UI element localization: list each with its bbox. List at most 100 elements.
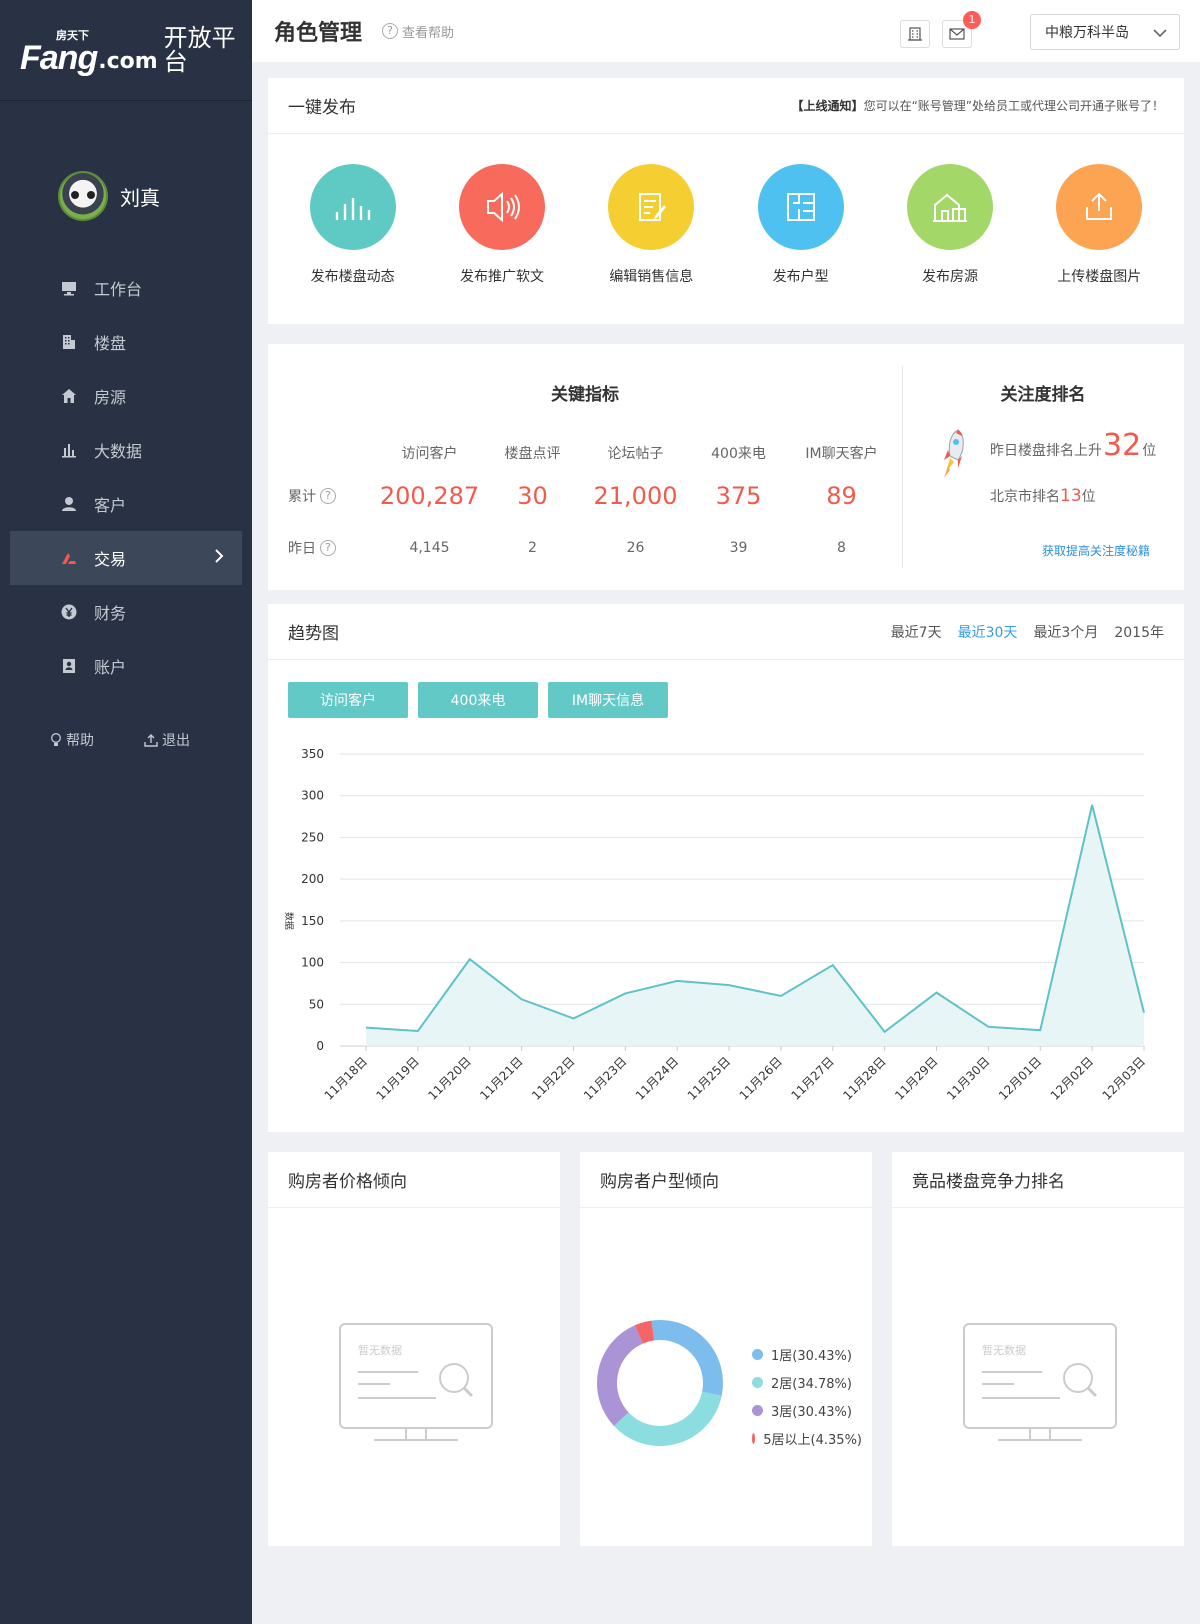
account-icon	[60, 657, 78, 675]
rank-rise-suffix: 位	[1142, 443, 1157, 459]
price-preference-card: 购房者价格倾向 暂无数据	[268, 1152, 560, 1546]
publish-article-label: 发布推广软文	[459, 269, 544, 285]
question-icon[interactable]: ?	[320, 540, 336, 556]
x-tick-label: 11月23日	[581, 1054, 629, 1102]
trade-icon	[60, 549, 78, 567]
tab-7-days[interactable]: 最近7天	[890, 624, 942, 641]
project-select[interactable]: 中粮万科半岛	[1030, 14, 1180, 50]
y-tick-label: 50	[309, 997, 324, 1011]
kpi-header-row: 访问客户 楼盘点评 论坛帖子 400来电 IM聊天客户	[268, 438, 902, 468]
sidebar-footer: 帮助 退出	[50, 730, 190, 750]
legend-item[interactable]: 2居(34.78%)	[752, 1368, 862, 1396]
view-help-label: 查看帮助	[402, 25, 455, 41]
brand-logo[interactable]: Fang 房天下 .com 开放平台	[0, 0, 252, 101]
lightbulb-icon	[51, 732, 61, 746]
price-preference-title: 购房者价格倾向	[288, 1172, 407, 1192]
floorplan-icon	[757, 164, 844, 250]
sidebar-nav: 工作台 楼盘 房源 大数据 客户 交易 财务 账户	[0, 261, 252, 693]
x-tick-label: 12月01日	[996, 1054, 1044, 1102]
help-link[interactable]: 帮助	[50, 730, 94, 750]
building-icon	[60, 333, 78, 351]
yesterday-label: 昨日	[288, 541, 316, 557]
donut-slice[interactable]	[597, 1325, 644, 1426]
publish-news-button[interactable]: 发布楼盘动态	[278, 164, 427, 286]
unit-preference-title: 购房者户型倾向	[600, 1172, 719, 1192]
attention-tips-link[interactable]: 获取提高关注度秘籍	[1041, 544, 1150, 558]
upload-photos-label: 上传楼盘图片	[1057, 269, 1142, 285]
rank-rise: 昨日楼盘排名上升 32 位	[990, 428, 1156, 463]
chevron-right-icon	[214, 548, 224, 568]
y-axis-label: 数据	[283, 912, 295, 930]
yen-icon	[60, 603, 78, 621]
mail-button[interactable]: 1	[942, 11, 981, 48]
help-label: 帮助	[66, 733, 94, 749]
building-switch-button[interactable]	[900, 20, 930, 48]
legend-dot	[752, 1432, 756, 1444]
no-data-text: 暂无数据	[358, 1343, 402, 1357]
donut-slice[interactable]	[613, 1391, 722, 1446]
donut-chart	[597, 1320, 723, 1446]
bars-icon	[309, 164, 396, 250]
logout-icon	[144, 734, 158, 747]
user-profile[interactable]: 刘真	[0, 101, 252, 261]
publish-article-button[interactable]: 发布推广软文	[427, 164, 576, 286]
series-400-calls-button[interactable]: 400来电	[418, 682, 538, 718]
sidebar-item-listings[interactable]: 房源	[0, 369, 252, 423]
x-tick-label: 12月03日	[1100, 1054, 1148, 1102]
kpi-total-row: 累计? 200,287 30 21,000 375 89	[268, 468, 902, 524]
trend-chart: 0 50 100 150 200 250 300 350 数据 11月18日 11月19日 11月20…	[283, 747, 1148, 1103]
view-help-link[interactable]: ? 查看帮助	[382, 22, 454, 41]
kpi-header: IM聊天客户	[805, 446, 878, 462]
logo-fang: Fang 房天下	[20, 29, 98, 77]
logout-label: 退出	[162, 733, 190, 749]
legend-item[interactable]: 1居(30.43%)	[752, 1340, 862, 1368]
edit-sales-info-button[interactable]: 编辑销售信息	[577, 164, 726, 286]
competitor-ranking-card: 竟品楼盘竞争力排名 暂无数据	[892, 1152, 1184, 1546]
donut-slice[interactable]	[651, 1320, 723, 1396]
sidebar-item-customers[interactable]: 客户	[0, 477, 252, 531]
sidebar-item-finance[interactable]: 财务	[0, 585, 252, 639]
sidebar-item-label: 工作台	[94, 280, 143, 299]
upload-photos-button[interactable]: 上传楼盘图片	[1025, 164, 1174, 286]
legend-item[interactable]: 5居以上(4.35%)	[752, 1424, 862, 1452]
sidebar-item-bigdata[interactable]: 大数据	[0, 423, 252, 477]
donut-slice[interactable]	[634, 1320, 655, 1344]
kpi-yesterday-value: 2	[528, 540, 537, 556]
y-tick-label: 350	[301, 747, 324, 761]
avatar[interactable]	[58, 171, 108, 221]
sidebar-item-account[interactable]: 账户	[0, 639, 252, 693]
city-rank-prefix: 北京市排名	[990, 489, 1060, 505]
sidebar-item-buildings[interactable]: 楼盘	[0, 315, 252, 369]
logo-com: .com	[98, 48, 158, 74]
tab-2015[interactable]: 2015年	[1114, 624, 1164, 641]
sidebar-item-workbench[interactable]: 工作台	[0, 261, 252, 315]
total-label: 累计	[288, 489, 316, 505]
divider	[902, 366, 903, 568]
notice-tag: 【上线通知】	[791, 99, 864, 113]
kpi-total-value: 89	[826, 482, 857, 510]
top-icons: 1	[900, 11, 981, 48]
publish-listing-button[interactable]: 发布房源	[875, 164, 1024, 286]
series-visitors-button[interactable]: 访问客户	[288, 682, 408, 718]
project-select-value: 中粮万科半岛	[1045, 25, 1129, 41]
question-icon[interactable]: ?	[320, 488, 336, 504]
logout-link[interactable]: 退出	[144, 730, 190, 750]
rank-rise-value: 32	[1103, 428, 1142, 463]
tab-30-days[interactable]: 最近30天	[957, 624, 1018, 641]
kpi-yesterday-value: 8	[837, 540, 846, 556]
x-tick-label: 12月02日	[1048, 1054, 1096, 1102]
legend-item[interactable]: 3居(30.43%)	[752, 1396, 862, 1424]
y-tick-label: 100	[301, 956, 324, 970]
edit-icon	[608, 164, 695, 250]
topbar: 角色管理 ? 查看帮助 1 中粮万科半岛	[252, 0, 1200, 62]
notice-text: 您可以在“账号管理”处给员工或代理公司开通子账号了！	[863, 99, 1164, 113]
tab-3-months[interactable]: 最近3个月	[1033, 624, 1099, 641]
rank-title: 关注度排名	[1000, 385, 1086, 405]
x-tick-label: 11月24日	[633, 1054, 681, 1102]
series-im-button[interactable]: IM聊天信息	[548, 682, 668, 718]
sidebar-item-trade[interactable]: 交易	[10, 531, 242, 585]
unit-preference-card: 购房者户型倾向 1居(30.43%) 2居(34.78%) 3居(30.43%)…	[580, 1152, 872, 1546]
publish-floorplan-button[interactable]: 发布户型	[726, 164, 875, 286]
y-tick-label: 250	[301, 830, 324, 844]
legend-dot	[752, 1404, 763, 1416]
